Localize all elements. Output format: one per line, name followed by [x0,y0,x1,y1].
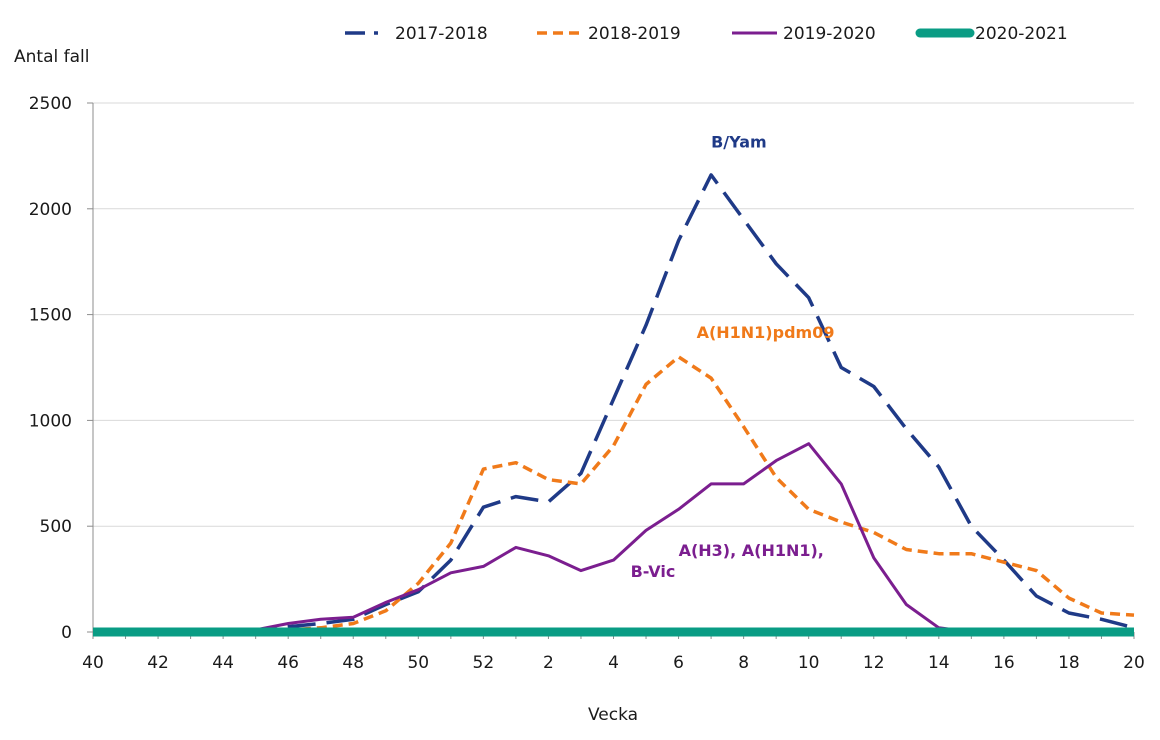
series-lines [93,173,1135,637]
x-tick-label: 52 [473,653,495,673]
legend-label: 2018-2019 [588,24,681,44]
series-line-2017-2018 [93,173,1135,634]
x-tick-label: 12 [863,653,885,673]
x-tick-label: 48 [342,653,364,673]
legend-label: 2019-2020 [783,24,876,44]
x-tick-label: 8 [738,653,749,673]
y-tick-labels: 0 500 1000 1500 2000 2500 [29,94,72,643]
x-tick-label: 42 [147,653,169,673]
x-tick-label: 20 [1123,653,1145,673]
x-tick-label: 50 [407,653,429,673]
legend: 2017-2018 2018-2019 2019-2020 2020-2021 [345,24,1068,44]
x-tick-label: 18 [1058,653,1080,673]
series-line-2019-2020 [93,442,1134,634]
x-tick-label: 10 [798,653,820,673]
annotation-label: A(H3), A(H1N1), [679,541,824,560]
x-tick-label: 44 [212,653,234,673]
annotation-label: B-Vic [631,562,676,581]
axes [87,102,1135,639]
annotations: B/Yam A(H1N1)pdm09 A(H3), A(H1N1),B-Vic [631,132,835,581]
legend-label: 2020-2021 [975,24,1068,44]
y-tick-label: 1500 [29,306,72,326]
grid-lines [93,102,1134,527]
x-tick-label: 6 [673,653,684,673]
x-tick-label: 14 [928,653,950,673]
x-axis-title: Vecka [588,705,638,725]
x-tick-label: 46 [277,653,299,673]
x-tick-label: 40 [82,653,104,673]
legend-label: 2017-2018 [395,24,488,44]
y-tick-label: 500 [40,517,72,537]
x-tick-label: 2 [543,653,554,673]
y-axis-title: Antal fall [14,47,89,67]
x-tick-label: 16 [993,653,1015,673]
x-tick-label: 4 [608,653,619,673]
y-tick-label: 2000 [29,200,72,220]
annotation-label: A(H1N1)pdm09 [697,323,835,342]
annotation-label: B/Yam [711,132,767,151]
y-tick-label: 0 [61,623,72,643]
y-tick-label: 2500 [29,94,72,114]
y-tick-label: 1000 [29,411,72,431]
x-tick-labels: 40 42 44 46 48 50 52 2 4 6 8 10 12 14 16 18 20 [82,653,1145,673]
